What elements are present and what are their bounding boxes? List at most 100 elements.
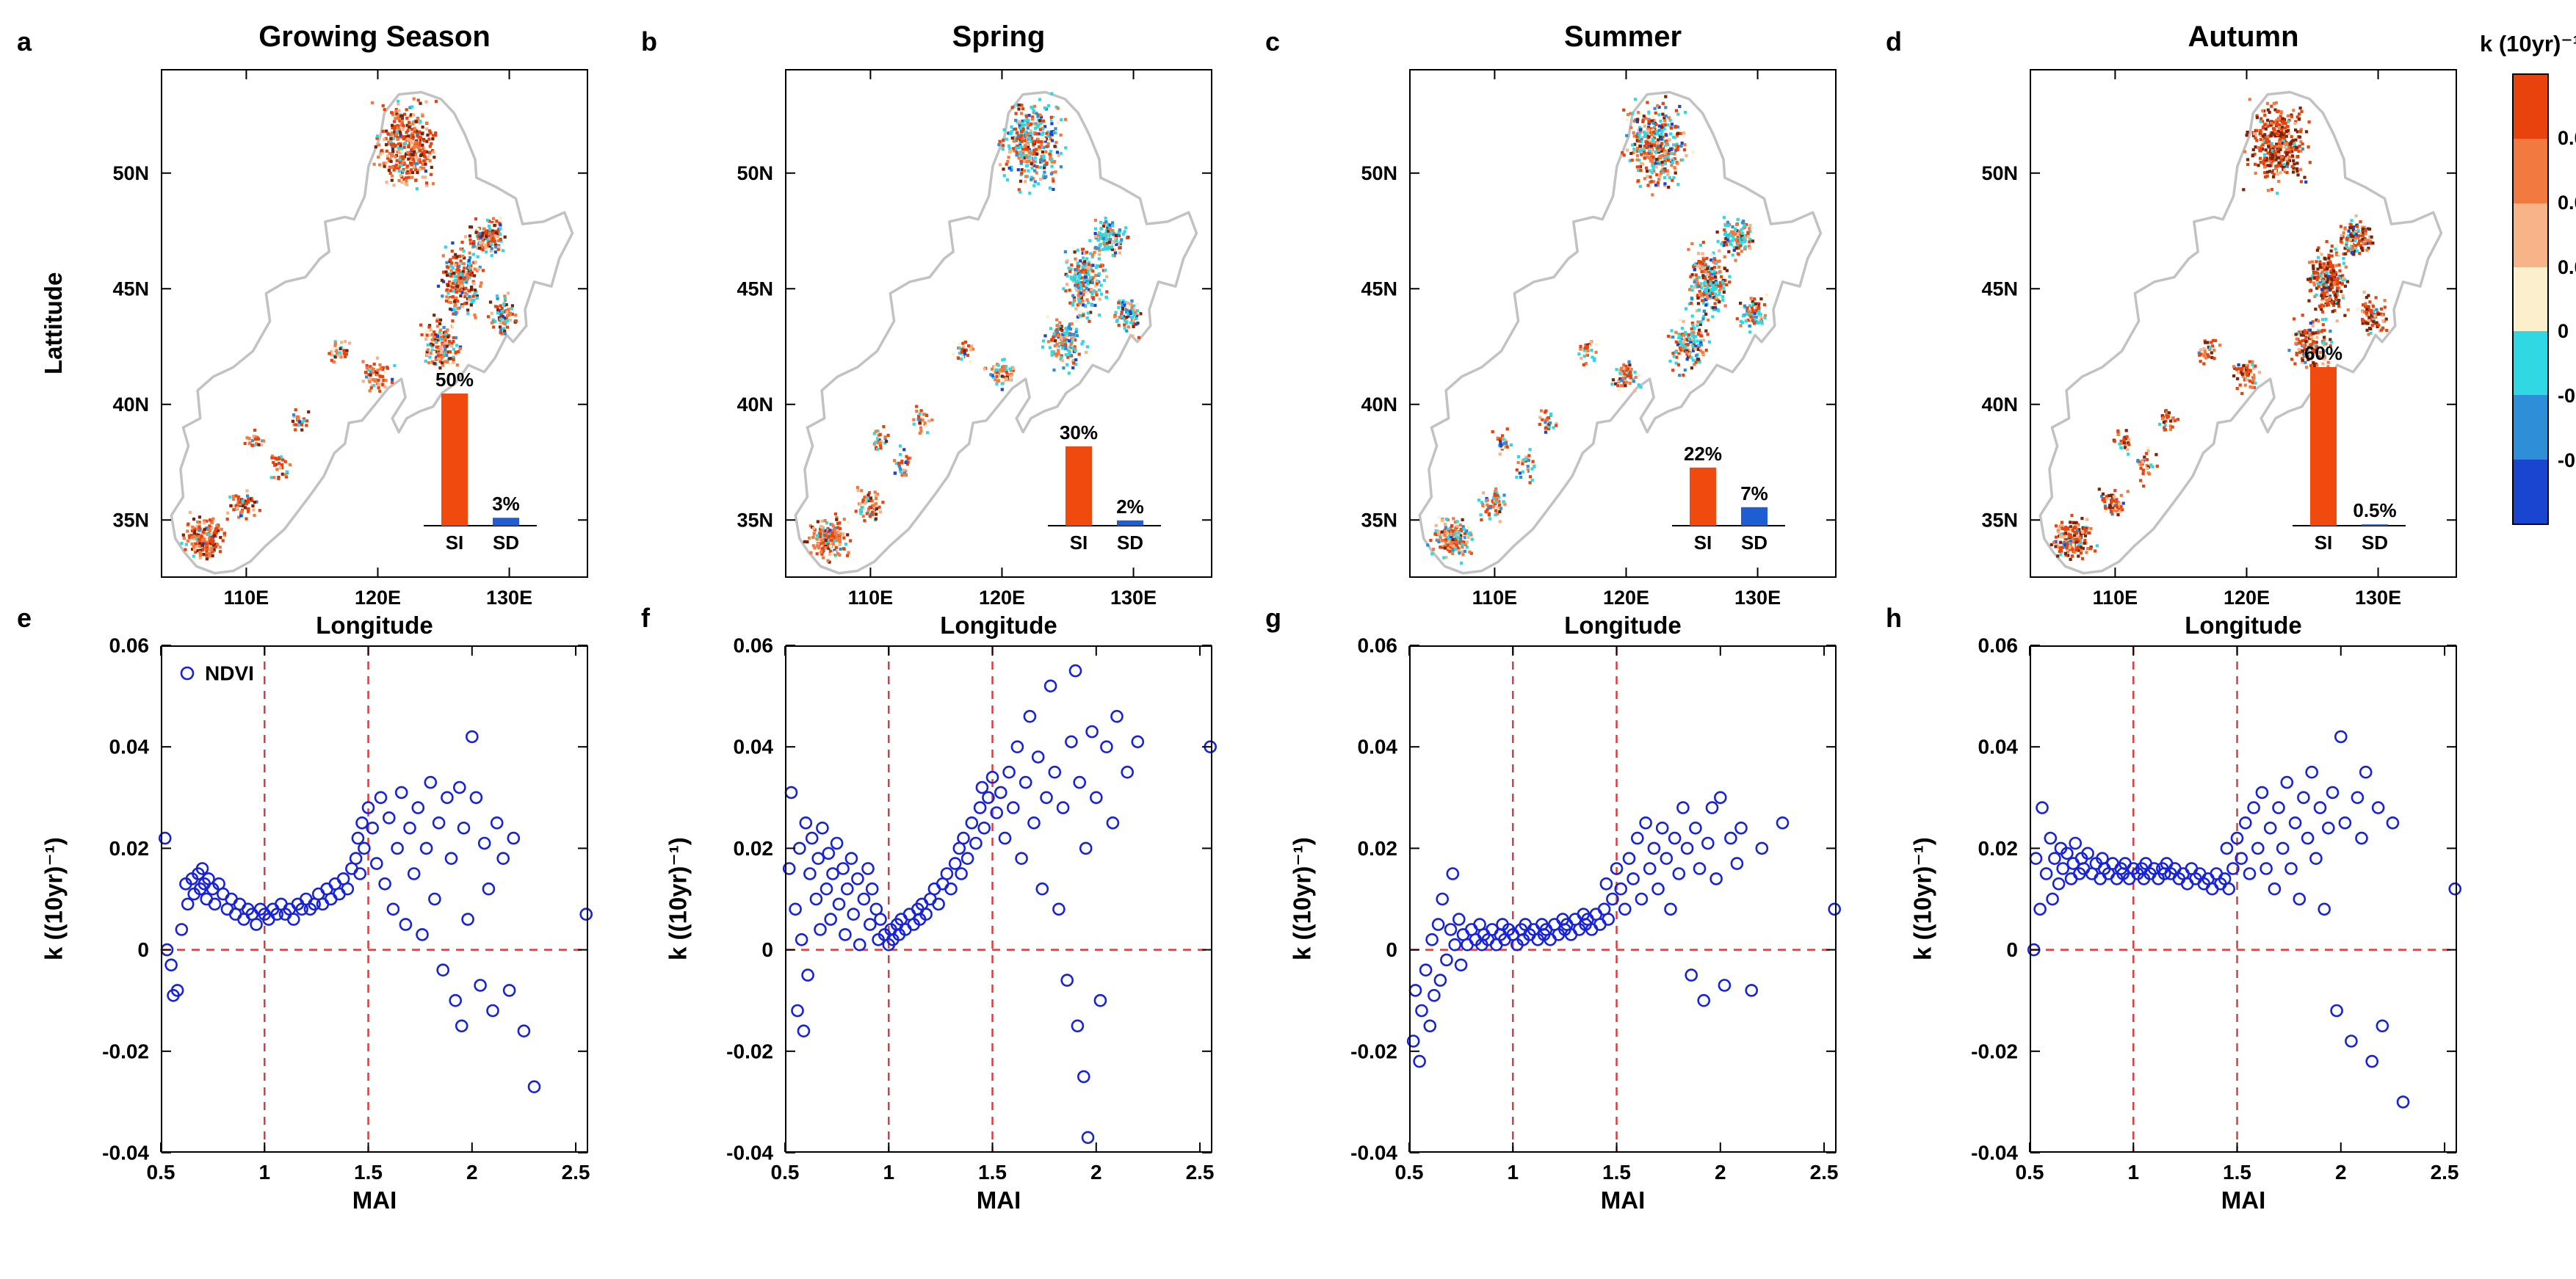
inset-bar-si xyxy=(2310,367,2337,526)
trend-dots xyxy=(180,97,518,561)
x-axis-label: Longitude xyxy=(2185,612,2302,639)
svg-text:40N: 40N xyxy=(112,394,149,416)
y-axis-label: k ((10yr)⁻¹) xyxy=(1288,837,1316,961)
x-axis-label: Longitude xyxy=(316,612,433,639)
scatter-panel-summer: g k ((10yr)⁻¹) MAI 0.5 1 1.5 2 2.5 -0.04 -0.02… xyxy=(1265,603,1842,1214)
ndvi-points xyxy=(782,664,1218,1145)
region-outline xyxy=(170,90,574,575)
colorbar-gradient xyxy=(2512,73,2549,525)
svg-text:130E: 130E xyxy=(1110,587,1157,609)
region-outline xyxy=(794,90,1198,575)
inset-bar-sd xyxy=(2362,524,2388,526)
colorbar-title: k (10yr)⁻¹ xyxy=(2480,31,2576,57)
x-axis-label: Longitude xyxy=(1564,612,1682,639)
panel-letter: c xyxy=(1265,26,1281,57)
map-panel-growing-season: a Growing Season Lattitude Longitude 50%… xyxy=(17,21,588,639)
inset-bar-value: 60% xyxy=(2304,342,2342,364)
map-panel-spring: b Spring Longitude 30% SI 2% SD 110E 120E 130E… xyxy=(641,21,1212,639)
map-plot-a: 50% SI 3% SD 110E 120E 130E 35N 40N 45N 50N xyxy=(112,69,588,609)
x-tick-labels: 110E 120E 130E xyxy=(2093,587,2401,609)
map-svg-c: 22% SI 7% SD 110E 120E 130E 35N 40N 45N 50N xyxy=(1361,69,1837,609)
reference-lines xyxy=(162,647,587,1151)
svg-text:50N: 50N xyxy=(1361,162,1397,184)
svg-text:120E: 120E xyxy=(979,587,1025,609)
colorbar-segment xyxy=(2514,395,2547,460)
svg-text:35N: 35N xyxy=(737,509,773,531)
svg-text:120E: 120E xyxy=(1603,587,1649,609)
inset-bar-category: SD xyxy=(493,532,519,554)
inset-bar-si xyxy=(1690,467,1716,526)
inset-bar-sd xyxy=(1741,507,1768,526)
map-plot-b: 30% SI 2% SD 110E 120E 130E 35N 40N 45N 50N xyxy=(737,69,1212,609)
map-panel-summer: c Summer Longitude 22% SI 7% SD 110E 120E 130E… xyxy=(1265,21,1837,639)
inset-bar-chart: 30% SI 2% SD xyxy=(1048,421,1161,554)
panel-letter: e xyxy=(17,603,32,633)
map-plot-c: 22% SI 7% SD 110E 120E 130E 35N 40N 45N 50N xyxy=(1361,69,1837,609)
x-tick-labels: 110E 120E 130E xyxy=(224,587,532,609)
map-panel-autumn: d Autumn Longitude 60% SI 0.5% SD 110E 120E 13… xyxy=(1886,21,2457,639)
tick-marks xyxy=(784,645,1212,1153)
svg-text:45N: 45N xyxy=(737,278,773,300)
tick-marks xyxy=(162,70,587,577)
svg-text:40N: 40N xyxy=(1361,394,1397,416)
scatter-panel-growing-season: e k ((10yr)⁻¹) MAI NDVI 0.5 1 1.5 2 2.5 -0.04-… xyxy=(17,603,593,1214)
scatter-panel-autumn: h k ((10yr)⁻¹) MAI 0.5 1 1.5 2 2.5 -0.04 -0.02… xyxy=(1886,603,2462,1214)
panel-title: Spring xyxy=(952,21,1046,53)
inset-bar-category: SD xyxy=(1741,532,1768,554)
panel-letter: b xyxy=(641,26,657,57)
colorbar: k (10yr)⁻¹ 0.06 0.04 0.02 0 -0.02 -0.04 xyxy=(2480,31,2576,525)
x-axis-label: MAI xyxy=(352,1186,397,1214)
inset-bar-category: SD xyxy=(1117,532,1143,554)
inset-bar-value: 22% xyxy=(1684,443,1722,465)
axes-box xyxy=(785,645,1212,1153)
colorbar-segment xyxy=(2514,459,2547,523)
y-axis-label: k ((10yr)⁻¹) xyxy=(40,837,68,961)
colorbar-tick-label: -0.04 xyxy=(2558,449,2576,472)
reference-lines xyxy=(1411,647,1835,1151)
x-tick-labels: 0.5 1 1.5 2 2.5 xyxy=(771,1161,1215,1184)
inset-bar-si xyxy=(1066,446,1092,526)
colorbar-segment xyxy=(2514,139,2547,203)
y-axis-label: Lattitude xyxy=(40,272,67,375)
svg-text:35N: 35N xyxy=(1361,509,1397,531)
x-tick-labels: 110E 120E 130E xyxy=(1472,587,1781,609)
axes-box xyxy=(161,69,588,578)
inset-bar-value: 50% xyxy=(435,369,474,391)
colorbar-tick-label: 0 xyxy=(2558,320,2569,343)
axes-box xyxy=(2030,69,2457,578)
x-axis-label: MAI xyxy=(976,1186,1021,1214)
map-svg-a: 50% SI 3% SD 110E 120E 130E 35N 40N 45N 50N xyxy=(112,69,588,609)
panel-letter: a xyxy=(17,26,32,57)
panel-title: Growing Season xyxy=(258,21,491,53)
inset-bar-value: 30% xyxy=(1060,421,1098,443)
y-axis-label: k ((10yr)⁻¹) xyxy=(1909,837,1936,961)
svg-text:130E: 130E xyxy=(1734,587,1781,609)
colorbar-segment xyxy=(2514,203,2547,267)
x-tick-labels: 110E 120E 130E xyxy=(848,587,1157,609)
axes-box xyxy=(1409,645,1837,1153)
panel-letter: f xyxy=(641,603,650,633)
inset-bar-category: SI xyxy=(2315,532,2333,554)
panel-letter: d xyxy=(1886,26,1902,57)
scatter-plot-g: 0.5 1 1.5 2 2.5 -0.04 -0.02 0 0.02 0.04 0.06 xyxy=(1350,634,1842,1184)
svg-text:35N: 35N xyxy=(112,509,149,531)
ndvi-points xyxy=(2027,730,2462,1109)
colorbar-tick-label: 0.04 xyxy=(2558,191,2576,214)
svg-text:110E: 110E xyxy=(848,587,894,609)
tick-marks xyxy=(1408,645,1836,1153)
legend: NDVI xyxy=(180,662,254,685)
colorbar-tick-label: 0.02 xyxy=(2558,256,2576,278)
inset-bar-chart: 22% SI 7% SD xyxy=(1672,443,1785,554)
tick-marks xyxy=(2029,645,2456,1153)
ndvi-points xyxy=(1406,791,1842,1068)
inset-bar-category: SI xyxy=(1070,532,1088,554)
